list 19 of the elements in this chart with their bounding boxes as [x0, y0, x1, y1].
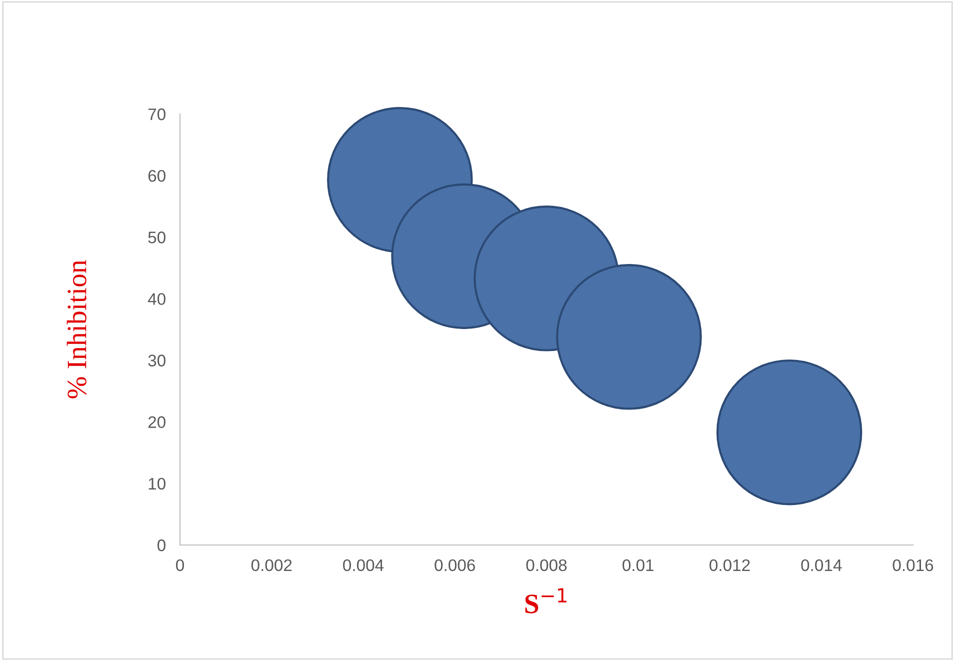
x-axis-title: S$^{−1}$ [525, 588, 566, 614]
y-tick-label: 10 [148, 478, 166, 490]
x-tick-label: 0.014 [801, 559, 842, 572]
y-tick-label: 0 [157, 539, 166, 552]
y-tick-label: 50 [148, 232, 166, 244]
x-tick-label: 0.016 [892, 559, 934, 572]
x-tick-label: 0.008 [526, 559, 567, 572]
y-tick-label: 20 [148, 416, 166, 428]
y-axis-title: % Inhibition [66, 260, 86, 398]
y-tick-label: 40 [148, 293, 166, 305]
x-tick-label: 0.01 [622, 559, 654, 572]
x-tick-label: 0.012 [710, 559, 750, 572]
x-tick-label: 0.006 [434, 559, 475, 572]
x-tick-label: 0.004 [343, 559, 384, 572]
x-tick-label: 0 [176, 559, 184, 572]
y-tick-label: 60 [148, 170, 166, 182]
y-tick-label: 30 [148, 354, 166, 366]
y-tick-label: 70 [148, 108, 166, 120]
x-tick-label: 0.002 [251, 559, 292, 572]
